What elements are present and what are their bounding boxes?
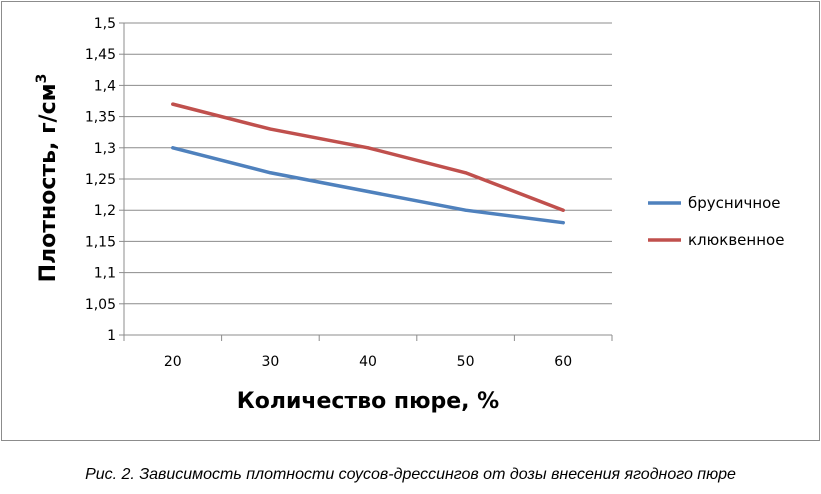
data-point bbox=[268, 127, 272, 131]
series-line-2 bbox=[171, 102, 565, 212]
data-point bbox=[464, 171, 468, 175]
x-tick-label: 50 bbox=[457, 354, 475, 370]
data-point bbox=[561, 208, 565, 212]
x-tick-label: 20 bbox=[164, 354, 182, 370]
data-point bbox=[171, 146, 175, 150]
y-tick-label: 1,2 bbox=[94, 203, 116, 219]
gridlines bbox=[124, 22, 612, 305]
line-chart: 1 1,05 1,1 1,15 1,2 1,25 1,3 1,35 1,4 1,45 1,5 20 3… bbox=[34, 16, 784, 414]
y-tick-label: 1,05 bbox=[85, 297, 116, 313]
y-axis-title-superscript: 3 bbox=[34, 74, 50, 84]
y-tick-label: 1,3 bbox=[94, 141, 116, 157]
x-axis-title: Количество пюре, % bbox=[237, 389, 499, 414]
y-tick-label: 1,5 bbox=[94, 16, 116, 32]
series-lines bbox=[171, 102, 565, 225]
legend-label-2: клюквенное bbox=[688, 231, 784, 249]
series-line-1 bbox=[171, 146, 565, 225]
y-tick-label: 1,35 bbox=[85, 110, 116, 126]
data-point bbox=[268, 171, 272, 175]
y-axis-title: Плотность, г/см3 bbox=[34, 74, 61, 283]
y-tick-label: 1,45 bbox=[85, 47, 116, 63]
y-axis-ticks: 1 1,05 1,1 1,15 1,2 1,25 1,3 1,35 1,4 1,45 1,5 bbox=[85, 16, 124, 344]
y-axis-title-main: Плотность, г/см bbox=[36, 83, 61, 282]
x-axis: 20 30 40 50 60 bbox=[123, 23, 613, 370]
data-point bbox=[366, 146, 370, 150]
data-point bbox=[464, 208, 468, 212]
figure-caption: Рис. 2. Зависимость плотности соусов-дре… bbox=[85, 466, 736, 483]
x-tick-label: 60 bbox=[554, 354, 572, 370]
chart-frame bbox=[1, 1, 820, 441]
legend-label-1: брусничное bbox=[688, 194, 781, 212]
data-point bbox=[561, 221, 565, 225]
data-point bbox=[171, 102, 175, 106]
y-tick-label: 1,4 bbox=[94, 78, 116, 94]
y-tick-label: 1 bbox=[107, 328, 116, 344]
y-tick-label: 1,25 bbox=[85, 172, 116, 188]
y-tick-label: 1,15 bbox=[85, 234, 116, 250]
y-tick-label: 1,1 bbox=[94, 266, 116, 282]
data-point bbox=[366, 189, 370, 193]
legend: брусничное клюквенное bbox=[648, 194, 784, 249]
x-tick-label: 30 bbox=[261, 354, 279, 370]
x-tick-label: 40 bbox=[359, 354, 377, 370]
